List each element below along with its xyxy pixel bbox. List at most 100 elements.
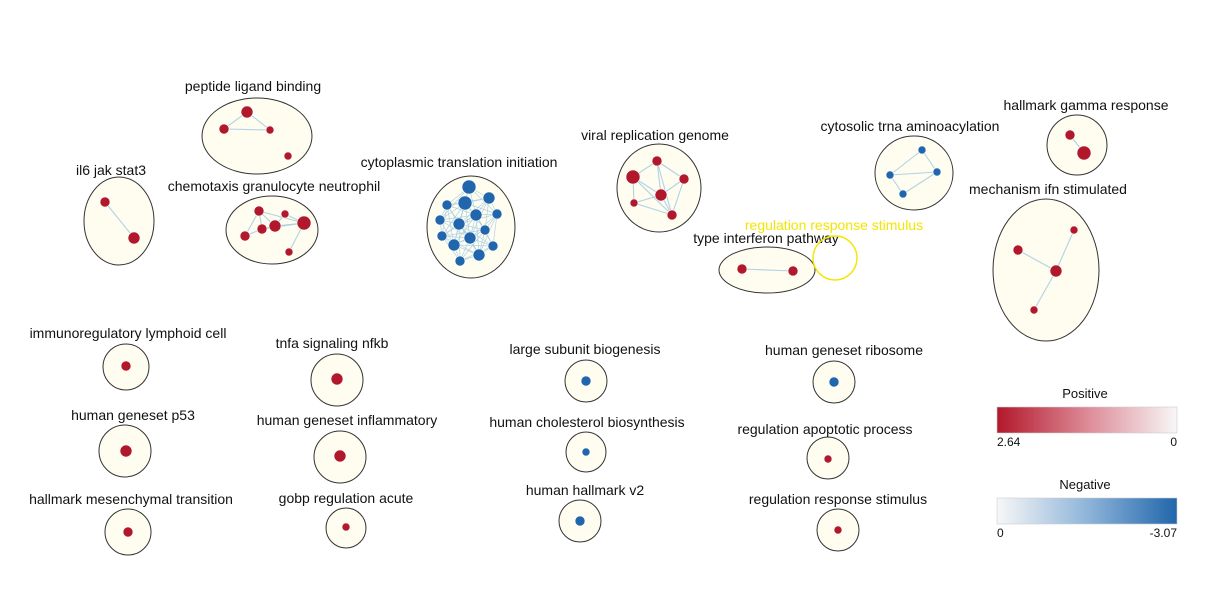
- similarity-edge: [453, 244, 494, 247]
- geneset-node[interactable]: [625, 169, 641, 185]
- legend-positive-title: Positive: [1062, 386, 1108, 401]
- similarity-edge: [441, 229, 486, 237]
- cluster-human-cholesterol-biosynthesis[interactable]: human cholesterol biosynthesis: [489, 414, 685, 473]
- geneset-node[interactable]: [678, 173, 690, 185]
- geneset-node[interactable]: [1049, 264, 1063, 278]
- geneset-node[interactable]: [654, 188, 668, 202]
- cluster-boundary: [616, 143, 702, 233]
- geneset-node[interactable]: [341, 522, 351, 532]
- geneset-node[interactable]: [240, 105, 254, 119]
- color-legend: Positive 2.64 0 Negative 0 -3.07: [996, 386, 1177, 540]
- geneset-node[interactable]: [253, 205, 265, 217]
- geneset-node[interactable]: [487, 240, 499, 252]
- geneset-node[interactable]: [436, 230, 448, 242]
- cluster-chemotaxis-granulocyte-neutrophil[interactable]: chemotaxis granulocyte neutrophil: [168, 178, 380, 265]
- geneset-node[interactable]: [268, 219, 282, 233]
- cluster-regulation-response-stimulus[interactable]: regulation response stimulus: [749, 491, 927, 552]
- geneset-node[interactable]: [1029, 305, 1039, 315]
- geneset-node[interactable]: [122, 526, 134, 538]
- cluster-label: tnfa signaling nfkb: [276, 335, 389, 351]
- cluster-large-subunit-biogenesis[interactable]: large subunit biogenesis: [510, 341, 661, 403]
- cluster-il6-jak-stat3[interactable]: il6 jak stat3: [76, 162, 155, 266]
- similarity-edge: [258, 210, 305, 224]
- cluster-human-geneset-ribosome[interactable]: human geneset ribosome: [765, 342, 923, 404]
- geneset-node[interactable]: [833, 525, 843, 535]
- geneset-node[interactable]: [452, 217, 466, 231]
- geneset-node[interactable]: [447, 238, 461, 252]
- cluster-label: human geneset inflammatory: [257, 412, 438, 428]
- geneset-node[interactable]: [280, 209, 290, 219]
- geneset-node[interactable]: [666, 209, 678, 221]
- geneset-node[interactable]: [482, 191, 496, 205]
- geneset-node[interactable]: [1012, 244, 1024, 256]
- geneset-node[interactable]: [479, 224, 491, 236]
- similarity-edge: [889, 171, 938, 176]
- cluster-label: cytoplasmic translation initiation: [361, 154, 558, 170]
- geneset-node[interactable]: [457, 195, 473, 211]
- cluster-human-hallmark-v2[interactable]: human hallmark v2: [526, 482, 644, 543]
- geneset-node[interactable]: [283, 151, 293, 161]
- geneset-node[interactable]: [932, 167, 942, 177]
- cluster-hallmark-gamma-response[interactable]: hallmark gamma response: [1004, 97, 1169, 176]
- geneset-node[interactable]: [823, 454, 833, 464]
- cluster-label: viral replication genome: [581, 127, 729, 143]
- cluster-label: regulation apoptotic process: [737, 421, 912, 437]
- geneset-node[interactable]: [265, 125, 275, 135]
- geneset-node[interactable]: [629, 198, 639, 208]
- cluster-tnfa-signaling-nfkb[interactable]: tnfa signaling nfkb: [276, 335, 389, 407]
- cluster-cytoplasmic-translation-initiation[interactable]: cytoplasmic translation initiation: [361, 154, 558, 279]
- cluster-gobp-regulation-acute[interactable]: gobp regulation acute: [279, 490, 414, 549]
- geneset-node[interactable]: [736, 263, 748, 275]
- geneset-node[interactable]: [296, 215, 312, 231]
- geneset-node[interactable]: [885, 170, 895, 180]
- geneset-node[interactable]: [491, 208, 503, 220]
- geneset-node[interactable]: [239, 230, 251, 242]
- geneset-node[interactable]: [1069, 225, 1079, 235]
- cluster-label: large subunit biogenesis: [510, 341, 661, 357]
- geneset-node[interactable]: [256, 223, 268, 235]
- geneset-node[interactable]: [441, 199, 453, 211]
- cluster-hallmark-mesenchymal-transition[interactable]: hallmark mesenchymal transition: [29, 491, 233, 556]
- geneset-node[interactable]: [119, 444, 133, 458]
- geneset-node[interactable]: [787, 265, 799, 277]
- geneset-node[interactable]: [469, 208, 483, 222]
- geneset-node[interactable]: [454, 255, 466, 267]
- cluster-viral-replication-genome[interactable]: viral replication genome: [581, 127, 729, 233]
- geneset-node[interactable]: [99, 196, 111, 208]
- cluster-regulation-response-stimulus-selected[interactable]: regulation response stimulus: [745, 217, 923, 281]
- geneset-node[interactable]: [580, 375, 592, 387]
- geneset-node[interactable]: [472, 248, 486, 262]
- cluster-label: immunoregulatory lymphoid cell: [30, 325, 227, 341]
- geneset-node[interactable]: [127, 231, 141, 245]
- similarity-edge: [656, 160, 685, 180]
- cluster-human-geneset-p53[interactable]: human geneset p53: [71, 407, 195, 478]
- geneset-node[interactable]: [284, 247, 294, 257]
- geneset-node[interactable]: [574, 515, 586, 527]
- geneset-node[interactable]: [461, 179, 477, 195]
- cluster-mechanism-ifn-stimulated[interactable]: mechanism ifn stimulated: [969, 181, 1127, 342]
- geneset-node[interactable]: [434, 214, 446, 226]
- geneset-node[interactable]: [581, 447, 591, 457]
- geneset-node[interactable]: [1076, 145, 1092, 161]
- geneset-node[interactable]: [651, 155, 663, 167]
- cluster-label: chemotaxis granulocyte neutrophil: [168, 178, 380, 194]
- cluster-label: gobp regulation acute: [279, 490, 414, 506]
- cluster-type-interferon-pathway[interactable]: type interferon pathway: [693, 230, 839, 294]
- geneset-node[interactable]: [120, 360, 132, 372]
- cluster-immunoregulatory-lymphoid-cell[interactable]: immunoregulatory lymphoid cell: [30, 325, 227, 391]
- geneset-node[interactable]: [463, 231, 477, 245]
- geneset-node[interactable]: [898, 189, 908, 199]
- geneset-node[interactable]: [333, 449, 347, 463]
- cluster-regulation-apoptotic-process[interactable]: regulation apoptotic process: [737, 421, 913, 480]
- geneset-node[interactable]: [330, 372, 344, 386]
- geneset-node[interactable]: [218, 123, 230, 135]
- cluster-human-geneset-inflammatory[interactable]: human geneset inflammatory: [257, 412, 438, 484]
- cluster-cytosolic-trna-aminoacylation[interactable]: cytosolic trna aminoacylation: [821, 118, 1000, 211]
- cluster-peptide-ligand-binding[interactable]: peptide ligand binding: [185, 78, 321, 175]
- geneset-node[interactable]: [1064, 129, 1076, 141]
- similarity-edge: [104, 201, 135, 239]
- geneset-node[interactable]: [917, 145, 927, 155]
- geneset-node[interactable]: [828, 376, 840, 388]
